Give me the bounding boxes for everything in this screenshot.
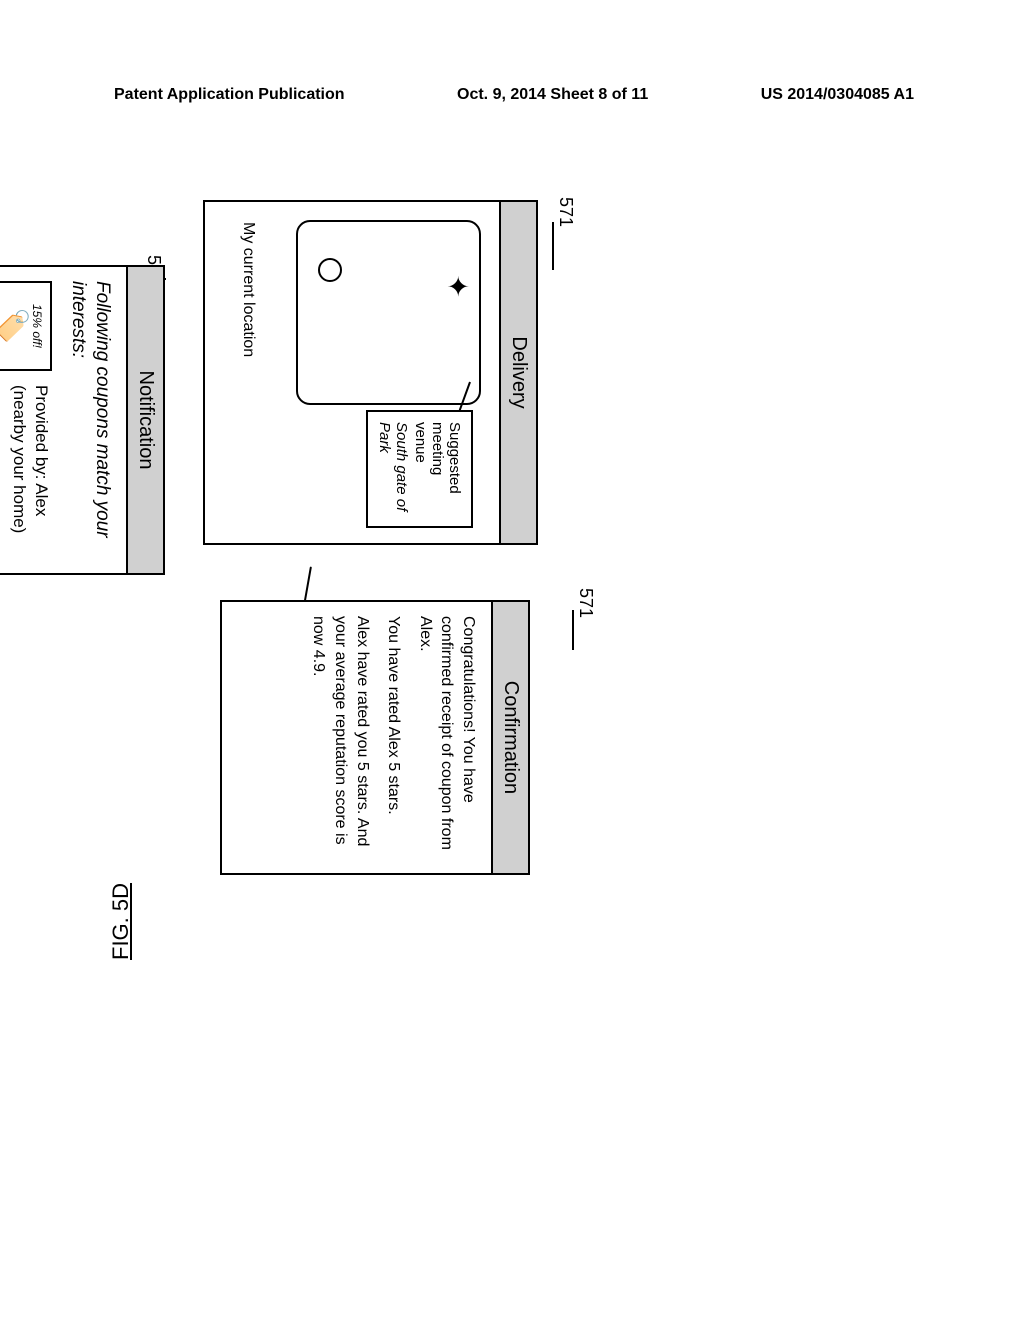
figure-label: FIG. 5D [108, 883, 134, 960]
delivery-map: ✦ Suggested meeting venue South gate of … [249, 202, 499, 543]
header-right: US 2014/0304085 A1 [761, 86, 914, 104]
page-header: Patent Application Publication Oct. 9, 2… [114, 86, 914, 104]
confirmation-p1: Congratulations! You have confirmed rece… [414, 616, 479, 859]
confirmation-title: Confirmation [491, 602, 528, 873]
coupon-provider: Provided by: Alex [30, 385, 52, 533]
confirmation-body: Congratulations! You have confirmed rece… [286, 602, 491, 873]
coupon-box[interactable]: 15% off! 🏷️ [0, 281, 53, 371]
map-viewport[interactable]: ✦ [296, 220, 481, 405]
notification-title: Notification [126, 267, 163, 573]
confirmation-p2: You have rated Alex 5 stars. [383, 616, 405, 859]
leader-line [572, 610, 574, 650]
venue-callout: Suggested meeting venue South gate of Pa… [366, 410, 473, 528]
header-center: Oct. 9, 2014 Sheet 8 of 11 [457, 86, 648, 104]
ref-571a: 571 [555, 197, 576, 227]
my-location-label: My current location [239, 222, 257, 357]
venue-value: South gate of Park [376, 422, 410, 516]
coupon-provider-loc: (nearby your home) [8, 385, 30, 533]
header-left: Patent Application Publication [114, 86, 345, 104]
confirmation-p3: Alex have rated you 5 stars. And your av… [308, 616, 373, 859]
notification-body: Following coupons match your interests: … [0, 267, 126, 573]
ref-571b: 571 [575, 588, 596, 618]
notification-panel: Notification Following coupons match you… [0, 265, 165, 575]
coupon-discount: 15% off! [31, 304, 45, 348]
coupon-meta: Provided by: Alex (nearby your home) [8, 385, 52, 533]
coupon-row: 15% off! 🏷️ Provided by: Alex (nearby yo… [0, 281, 53, 559]
coupon-icon: 🏷️ [0, 307, 27, 344]
confirmation-panel: Confirmation Congratulations! You have c… [220, 600, 530, 875]
leader-line [552, 222, 554, 270]
venue-star-icon[interactable]: ✦ [443, 275, 471, 298]
my-location-marker[interactable] [318, 258, 342, 282]
venue-label: Suggested meeting venue [412, 422, 463, 516]
delivery-title: Delivery [499, 202, 536, 543]
notification-heading: Following coupons match your interests: [67, 281, 115, 559]
delivery-panel: Delivery ✦ Suggested meeting venue South… [203, 200, 538, 545]
